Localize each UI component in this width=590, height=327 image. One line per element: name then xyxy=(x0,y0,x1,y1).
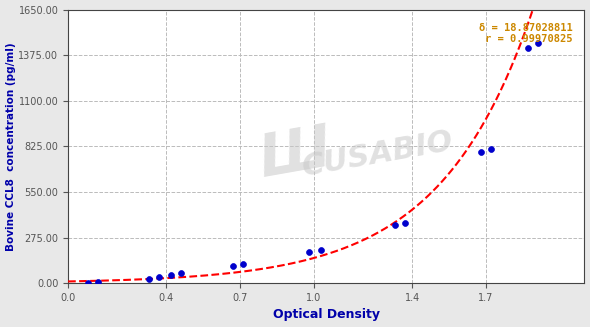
Point xyxy=(176,271,186,276)
Text: Ш: Ш xyxy=(255,120,336,189)
Point xyxy=(83,280,93,285)
Text: CUSABIO: CUSABIO xyxy=(300,127,456,182)
Point xyxy=(228,263,238,268)
Point xyxy=(304,250,314,255)
Point xyxy=(317,248,326,253)
Point xyxy=(238,262,247,267)
Point xyxy=(166,272,176,278)
Y-axis label: Bovine CCL8  concentration (pg/ml): Bovine CCL8 concentration (pg/ml) xyxy=(5,42,15,251)
Point xyxy=(400,220,409,225)
Point xyxy=(533,40,542,45)
Point xyxy=(523,45,533,50)
Point xyxy=(155,275,164,280)
X-axis label: Optical Density: Optical Density xyxy=(273,308,380,321)
Point xyxy=(145,276,154,282)
Point xyxy=(477,149,486,155)
Point xyxy=(93,279,102,284)
Point xyxy=(391,222,400,228)
Point xyxy=(486,146,496,151)
Text: δ = 18.87028811
r = 0.99970825: δ = 18.87028811 r = 0.99970825 xyxy=(478,23,572,44)
